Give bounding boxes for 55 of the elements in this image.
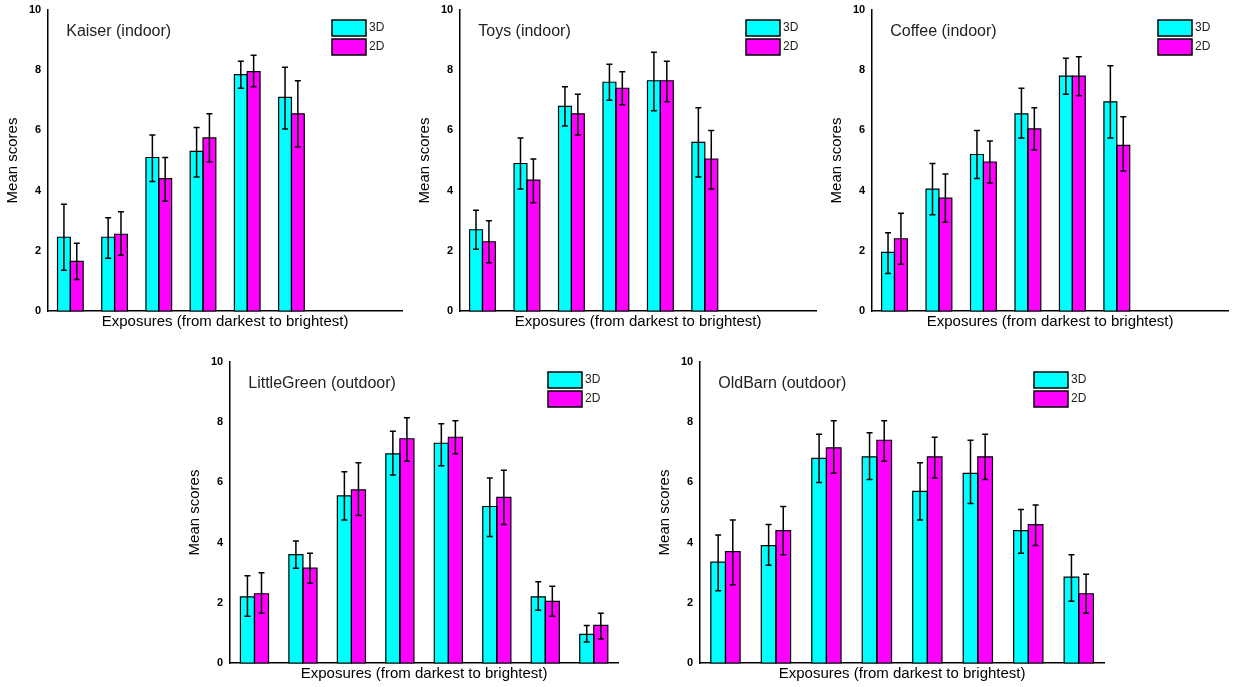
text: OldBarn (outdoor) <box>718 374 847 392</box>
y-tick-label: 0 <box>217 656 224 669</box>
legend-label: 3D <box>783 20 799 35</box>
y-tick-label: 4 <box>687 535 695 548</box>
y-tick-label: 6 <box>217 475 224 488</box>
legend-label: 2D <box>783 39 799 54</box>
x-axis-title: Exposures (from darkest to brightest) <box>926 312 1174 330</box>
y-tick-label: 4 <box>217 535 225 548</box>
y-axis-title: Mean scores <box>415 117 433 204</box>
y-tick-label: 2 <box>859 243 866 256</box>
text: Coffee (indoor) <box>890 22 997 40</box>
y-tick-label: 0 <box>447 304 454 317</box>
y-tick-label: 4 <box>35 183 43 196</box>
legend-label: 2D <box>1195 39 1211 54</box>
x-axis-title: Exposures (from darkest to brightest) <box>778 664 1026 682</box>
legend-label: 3D <box>585 372 601 387</box>
text: Toys (indoor) <box>478 22 571 40</box>
y-tick-label: 0 <box>687 656 694 669</box>
legend-label: 2D <box>585 391 601 406</box>
y-tick-label: 8 <box>687 415 694 428</box>
x-axis-title: Exposures (from darkest to brightest) <box>101 312 349 330</box>
y-tick-label: 2 <box>687 595 694 608</box>
y-tick-label: 2 <box>217 595 224 608</box>
y-tick-label: 8 <box>859 63 866 76</box>
y-tick-label: 0 <box>859 304 866 317</box>
y-tick-label: 2 <box>35 243 42 256</box>
y-tick-label: 10 <box>852 3 866 16</box>
y-tick-label: 8 <box>217 415 224 428</box>
y-tick-label: 4 <box>859 183 867 196</box>
legend-label: 2D <box>369 39 385 54</box>
y-tick-label: 10 <box>680 355 694 368</box>
y-tick-label: 6 <box>859 123 866 136</box>
y-axis-title: Mean scores <box>827 117 845 204</box>
y-tick-label: 8 <box>35 63 42 76</box>
y-tick-label: 8 <box>447 63 454 76</box>
y-tick-label: 6 <box>687 475 694 488</box>
y-axis-title: Mean scores <box>655 469 673 556</box>
y-tick-label: 6 <box>447 123 454 136</box>
y-axis-title: Mean scores <box>185 469 203 556</box>
y-tick-label: 6 <box>35 123 42 136</box>
y-tick-label: 0 <box>35 304 42 317</box>
x-axis-title: Exposures (from darkest to brightest) <box>300 664 548 682</box>
y-tick-label: 2 <box>447 243 454 256</box>
y-tick-label: 10 <box>440 3 454 16</box>
x-axis-title: Exposures (from darkest to brightest) <box>514 312 762 330</box>
legend-label: 3D <box>369 20 385 35</box>
text: LittleGreen (outdoor) <box>248 374 396 392</box>
legend-label: 3D <box>1195 20 1211 35</box>
y-tick-label: 4 <box>447 183 455 196</box>
y-axis-title: Mean scores <box>3 117 21 204</box>
legend-label: 3D <box>1071 372 1087 387</box>
y-tick-label: 10 <box>210 355 224 368</box>
text: Kaiser (indoor) <box>66 22 172 40</box>
y-tick-label: 10 <box>28 3 42 16</box>
legend-label: 2D <box>1071 391 1087 406</box>
